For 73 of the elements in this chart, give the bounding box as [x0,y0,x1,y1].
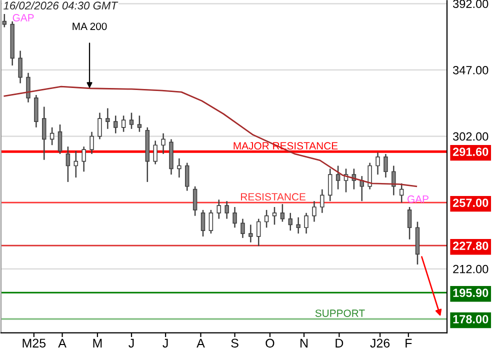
candlestick [200,209,206,238]
candlestick [224,200,229,220]
candlestick [2,13,7,28]
candlestick [320,188,324,214]
x-tick-label: M [93,338,102,348]
ref-line-label: SUPPORT [315,310,365,317]
candlestick [184,162,190,192]
x-tick-label: D [336,338,344,348]
candlestick [161,132,166,155]
candlestick [399,182,404,204]
candlestick [114,115,118,134]
y-tick-label: 392.00 [453,0,488,8]
candlestick [74,150,78,178]
candlestick [288,212,293,232]
y-tick-label: 257.00 [452,198,488,207]
candlestick [232,206,237,228]
candlestick [248,224,253,243]
candlestick [50,126,54,146]
candlestick [264,209,269,228]
candlestick [34,94,38,128]
x-tick-label: A [196,338,205,348]
candlestick [256,218,261,247]
x-tick-label: M25 [22,338,46,348]
candlestick [216,199,222,220]
y-tick-label: 178.00 [453,315,488,324]
candlestick [376,152,380,176]
chart-title: 16/02/2026 04:30 GMT [4,1,118,10]
candlestick [129,112,134,130]
x-tick-label: S [231,338,238,348]
candlestick [240,218,245,239]
annotation: MA 200 [72,22,107,30]
ref-line-label: RESISTANCE [241,193,306,201]
candlestick [272,206,277,226]
candlestick [304,212,308,234]
candlestick [18,50,22,84]
candlestick [312,200,316,222]
x-tick-label: F [406,338,412,348]
candlestick [121,115,126,132]
annotation: GAP [408,195,428,203]
candlestick [384,153,388,178]
x-tick-label: N [300,338,308,348]
candlestick [280,203,285,222]
candlestick [82,146,86,172]
x-tick-label: J [162,338,168,348]
candlestick [98,112,102,140]
candlestick [296,216,300,234]
candlestick [177,158,182,178]
candlestick [106,108,110,130]
x-tick-label: O [266,338,274,348]
y-tick-label: 212.00 [453,264,488,274]
y-tick-label: 291.60 [452,148,488,156]
x-tick-label: A [58,338,66,348]
annotation: GAP [12,14,34,22]
candlestick [328,168,332,202]
x-tick-label: J26 [370,338,390,348]
candlestick [42,106,46,160]
candlestick [66,146,70,183]
y-tick-label: 195.90 [453,288,488,298]
candlestick [192,186,198,216]
candlestick [58,124,62,155]
x-tick-label: J [128,338,134,348]
y-tick-label: 347.00 [453,66,488,74]
candlestick [336,165,340,190]
y-tick-label: 227.80 [452,242,488,250]
candlestick [392,165,396,196]
y-tick-label: 302.00 [453,132,488,141]
candlestick [26,72,30,104]
candlestick [208,209,214,234]
candlestick [153,140,158,165]
candlestick [407,206,412,240]
candlestick [137,115,142,132]
candlestick [368,162,372,190]
candlestick [90,131,94,155]
